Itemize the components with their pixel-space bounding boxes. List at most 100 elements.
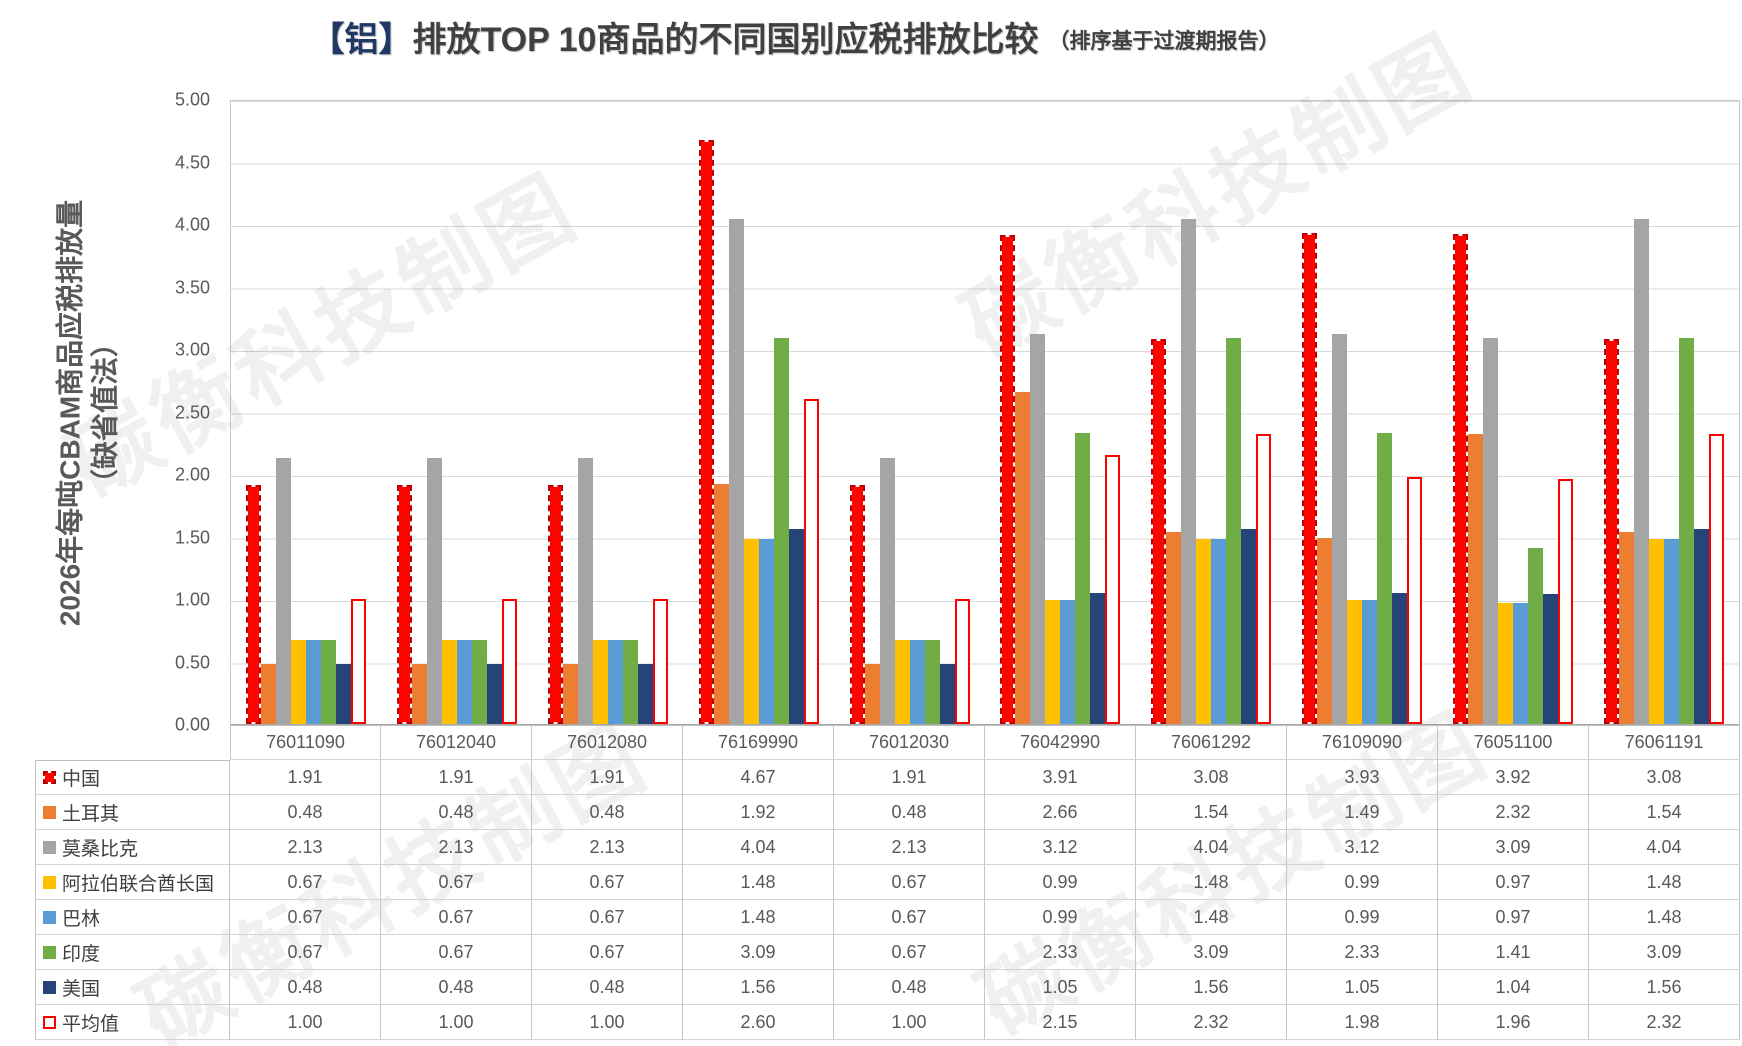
y-tick-label: 1.00 [174,589,210,610]
table-cell-r6-c2: 0.48 [532,970,683,1005]
bar-s6-76012030 [939,664,955,724]
bar-s7-76061292 [1256,434,1272,724]
bar-s3-76011090 [291,640,307,724]
bar-s7-76042990 [1105,455,1121,724]
table-cell-r0-c0: 1.91 [230,760,381,795]
table-cell-r4-c0: 0.67 [230,900,381,935]
table-cell-r2-c1: 2.13 [381,830,532,865]
legend-cell-r1: 土耳其 [35,795,230,830]
table-cell-r1-c9: 1.54 [1589,795,1740,830]
table-cell-r2-c8: 3.09 [1438,830,1589,865]
table-cell-r4-c5: 0.99 [985,900,1136,935]
table-cell-r2-c3: 4.04 [683,830,834,865]
bar-group-76012030 [834,101,985,724]
column-header-76012040: 76012040 [381,725,532,760]
bar-group-76169990 [683,101,834,724]
bar-s5-76012040 [472,640,488,724]
y-tick-label: 2.00 [174,464,210,485]
legend-label-r3: 阿拉伯联合酋长国 [62,873,215,895]
table-cell-r4-c1: 0.67 [381,900,532,935]
bar-group-76011090 [231,101,382,724]
bar-s2-76061191 [1633,219,1649,724]
legend-cell-r5: 印度 [35,935,230,970]
bar-s2-76051100 [1482,337,1498,724]
data-table: 76011090 76012040 76012080 76169990 76012030… [35,725,1740,1040]
bar-s2-76109090 [1331,334,1347,724]
table-cell-r0-c5: 3.91 [985,760,1136,795]
table-cell-r5-c3: 3.09 [683,935,834,970]
bar-s6-76169990 [788,529,804,724]
table-cell-r0-c6: 3.08 [1136,760,1287,795]
legend-label-r5: 印度 [62,943,101,965]
bar-s0-76012040 [397,485,413,724]
bar-s1-76011090 [261,664,277,724]
legend-label-r7: 平均值 [62,1013,120,1035]
table-cell-r3-c0: 0.67 [230,865,381,900]
bar-s4-76061292 [1211,539,1227,724]
legend-marker-r5 [43,945,56,959]
table-cell-r1-c4: 0.48 [834,795,985,830]
table-cell-r6-c3: 1.56 [683,970,834,1005]
bar-s7-76012080 [652,599,668,724]
table-cell-r0-c4: 1.91 [834,760,985,795]
bar-s0-76061191 [1603,339,1619,724]
column-header-76042990: 76042990 [985,725,1136,760]
y-axis-ticks: 5.00 4.50 4.00 3.50 3.00 2.50 2.00 1.50 1.00 0.50… [140,90,220,735]
legend-cell-r3: 阿拉伯联合酋长国 [35,865,230,900]
bar-s2-76169990 [728,219,744,724]
bar-s7-76051100 [1557,479,1573,724]
table-cell-r0-c1: 1.91 [381,760,532,795]
bar-s2-76011090 [276,457,292,724]
bar-s4-76042990 [1060,600,1076,724]
table-cell-r6-c1: 0.48 [381,970,532,1005]
bar-s6-76042990 [1090,592,1106,724]
table-corner-cell [35,725,230,760]
bar-s3-76042990 [1045,600,1061,724]
table-cell-r4-c7: 0.99 [1287,900,1438,935]
table-cell-r4-c8: 0.97 [1438,900,1589,935]
plot-area [230,100,1740,725]
bar-s7-76011090 [351,599,367,724]
y-tick-label: 4.00 [174,214,210,235]
bar-group-76061191 [1588,101,1739,724]
bar-s4-76012030 [909,640,925,724]
bar-s4-76012080 [607,640,623,724]
table-cell-r0-c2: 1.91 [532,760,683,795]
table-cell-r4-c3: 1.48 [683,900,834,935]
bar-s3-76061191 [1648,539,1664,724]
legend-marker-r4 [43,910,56,924]
bar-s3-76012030 [894,640,910,724]
table-cell-r5-c9: 3.09 [1589,935,1740,970]
legend-marker-r6 [43,980,56,994]
bar-group-76109090 [1287,101,1438,724]
bar-s3-76109090 [1346,600,1362,724]
table-cell-r5-c2: 0.67 [532,935,683,970]
bar-s1-76109090 [1316,537,1332,724]
y-tick-label: 0.50 [174,652,210,672]
chart-title-prefix: 【铝】 [310,21,413,59]
table-cell-r0-c9: 3.08 [1589,760,1740,795]
table-cell-r5-c5: 2.33 [985,935,1136,970]
bar-s1-76042990 [1015,391,1031,724]
table-cell-r7-c2: 1.00 [532,1005,683,1040]
table-cell-r7-c3: 2.60 [683,1005,834,1040]
table-cell-r7-c9: 2.32 [1589,1005,1740,1040]
bar-s7-76012040 [502,599,518,724]
bar-s6-76061292 [1241,529,1257,724]
column-header-76109090: 76109090 [1287,725,1438,760]
bar-s5-76012080 [622,640,638,724]
bar-group-76012040 [382,101,533,724]
column-header-76061191: 76061191 [1589,725,1740,760]
y-tick-label: 3.50 [174,277,210,297]
y-tick-label: 0.00 [174,714,210,735]
table-cell-r2-c2: 2.13 [532,830,683,865]
table-cell-r5-c4: 0.67 [834,935,985,970]
table-cell-r2-c4: 2.13 [834,830,985,865]
table-cell-r5-c1: 0.67 [381,935,532,970]
table-cell-r0-c7: 3.93 [1287,760,1438,795]
bar-s0-76011090 [246,485,262,724]
table-cell-r5-c6: 3.09 [1136,935,1287,970]
bar-s2-76061292 [1181,219,1197,724]
bar-s5-76051100 [1527,547,1543,724]
legend-label-r1: 土耳其 [62,803,120,825]
